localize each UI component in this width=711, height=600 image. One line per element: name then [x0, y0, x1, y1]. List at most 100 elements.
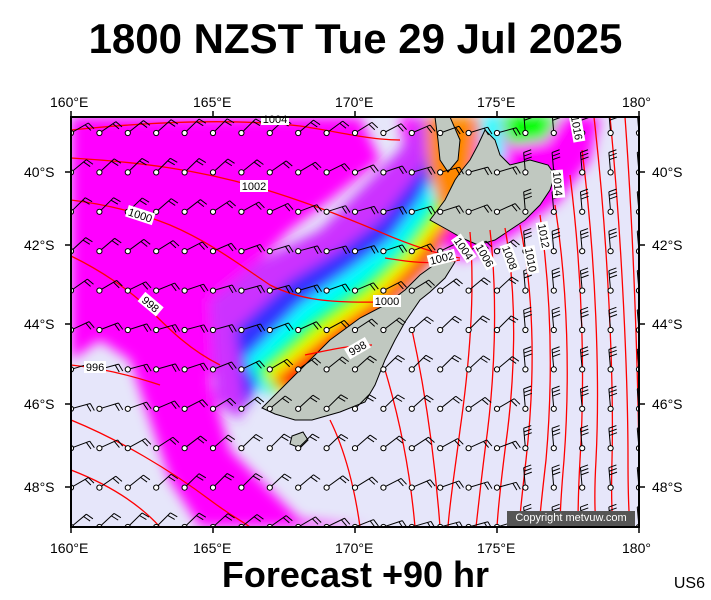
wind-barb: [99, 475, 123, 489]
frame-ticks: [65, 111, 645, 533]
station-marker: [96, 287, 103, 294]
wind-barb: [241, 434, 263, 449]
wind-barb: [184, 158, 207, 173]
station-marker: [437, 326, 444, 334]
station-marker: [323, 326, 330, 334]
wind-barb: [71, 159, 94, 173]
wind-barb: [184, 324, 209, 333]
wind-barb: [156, 400, 180, 410]
station-marker: [124, 445, 131, 452]
station-marker: [124, 366, 131, 373]
station-marker: [493, 129, 501, 137]
station-marker: [153, 445, 160, 452]
station-marker: [607, 248, 614, 255]
wind-barb: [354, 164, 379, 173]
station-marker: [437, 287, 444, 294]
wind-barb: [579, 267, 589, 291]
wind-barb: [156, 282, 180, 292]
isobar-e6: [554, 204, 568, 527]
wind-barb: [468, 166, 493, 176]
wind-barb: [269, 473, 292, 488]
station-marker: [153, 248, 160, 255]
station-marker: [380, 445, 387, 452]
wind-barb: [579, 425, 589, 449]
station-marker: [323, 287, 330, 294]
wind-barb: [468, 204, 493, 213]
station-marker: [153, 326, 160, 334]
station-marker: [579, 445, 586, 452]
isobar-e7: [569, 174, 584, 527]
wind-barb: [241, 243, 266, 253]
station-marker: [153, 129, 160, 137]
station-marker: [266, 169, 273, 176]
map-title: 1800 NZST Tue 29 Jul 2025: [88, 15, 623, 62]
station-marker: [607, 169, 614, 176]
wind-barb: [297, 433, 320, 449]
wind-barb: [468, 355, 491, 370]
isobar-e9: [593, 117, 614, 527]
wind-barb: [523, 385, 532, 409]
lon-label-top-170: 170°E: [335, 94, 374, 110]
wind-barb: [241, 201, 265, 213]
wind-barb: [99, 237, 122, 252]
region-code: US6: [673, 575, 705, 592]
station-marker: [522, 405, 529, 412]
station-marker: [465, 326, 472, 334]
station-marker: [124, 129, 131, 137]
station-marker: [181, 248, 188, 255]
station-marker: [238, 248, 245, 255]
station-marker: [238, 287, 245, 294]
station-marker: [153, 287, 160, 294]
station-marker: [209, 484, 217, 491]
wind-barb: [523, 306, 532, 331]
wind-barb: [184, 512, 207, 527]
station-marker: [437, 445, 444, 452]
isobar-label-1012: 1012: [535, 223, 551, 249]
station-marker: [607, 287, 614, 294]
wind-barb: [99, 121, 123, 134]
wind-barb: [440, 166, 464, 176]
station-marker: [579, 287, 586, 294]
isobar-1000-a: [71, 199, 381, 303]
station-marker: [238, 326, 245, 334]
station-marker: [295, 366, 302, 373]
station-marker: [380, 366, 387, 373]
station-marker: [380, 405, 387, 412]
wind-barb: [383, 355, 405, 370]
wind-barb: [297, 357, 322, 370]
lat-label-left-42: 42°S: [24, 237, 55, 253]
wind-barb: [184, 283, 209, 293]
station-marker: [437, 366, 444, 373]
wind-barb: [523, 464, 532, 488]
wind-barb: [551, 464, 561, 488]
wind-barb: [127, 474, 151, 488]
isobar-e1: [447, 231, 473, 527]
station-marker: [408, 169, 415, 176]
wind-barb: [326, 517, 351, 527]
station-marker: [579, 366, 586, 373]
station-marker: [238, 208, 245, 215]
station-marker: [238, 129, 245, 137]
station-marker: [465, 287, 472, 294]
station-marker: [380, 326, 387, 334]
station-marker: [351, 248, 359, 255]
station-marker: [96, 326, 103, 334]
station-marker: [408, 208, 415, 215]
wind-barb: [71, 237, 93, 252]
station-marker: [238, 445, 245, 452]
wind-barb: [298, 204, 322, 213]
wind-barb: [551, 425, 561, 449]
wind-barb: [212, 118, 235, 134]
wind-barb: [411, 205, 436, 215]
station-marker: [465, 445, 472, 452]
wind-barb: [99, 158, 122, 173]
south-island: [261, 249, 456, 421]
station-marker: [522, 445, 529, 452]
station-marker: [181, 366, 188, 373]
lat-label-left-48: 48°S: [24, 479, 55, 495]
station-marker: [153, 208, 160, 215]
wind-barb: [354, 318, 379, 331]
lon-label-bottom-175: 175°E: [477, 540, 516, 556]
station-marker: [550, 484, 557, 491]
isobar-e5: [538, 214, 551, 527]
